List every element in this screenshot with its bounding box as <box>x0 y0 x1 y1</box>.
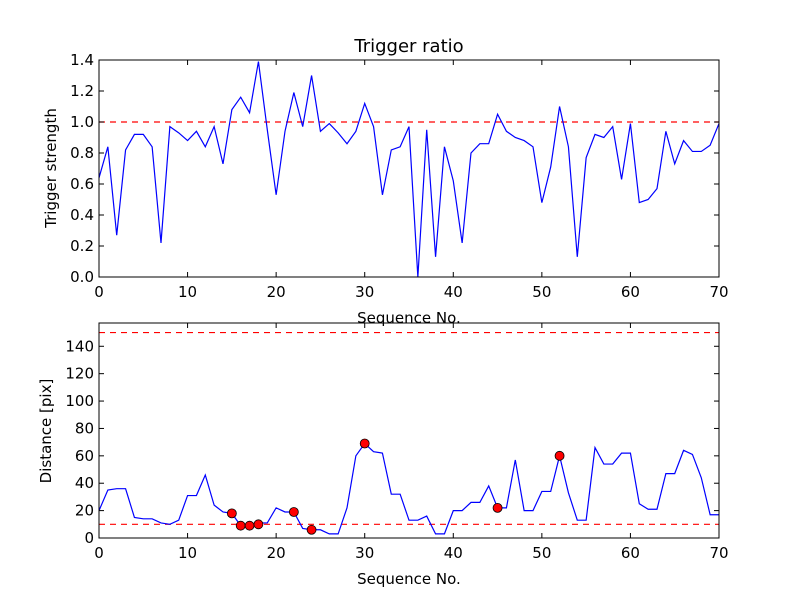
y-tick-label: 0.2 <box>70 237 94 255</box>
markers-group <box>226 438 565 535</box>
y-tick-label: 80 <box>75 419 94 437</box>
data-point-marker <box>492 502 503 513</box>
plot-frame <box>98 322 720 539</box>
data-point-marker <box>244 520 255 531</box>
y-tick-label: 0.4 <box>70 206 94 224</box>
y-tick-label: 100 <box>65 392 94 410</box>
y-tick-label: 0.6 <box>70 175 94 193</box>
data-point-marker <box>253 519 264 530</box>
y-tick-label: 40 <box>75 474 94 492</box>
series-group <box>98 442 719 535</box>
x-tick-label: 30 <box>355 544 374 562</box>
y-tick-label: 0.0 <box>70 268 94 286</box>
trigger-ratio-chart: Trigger ratio Sequence No. Trigger stren… <box>42 36 729 327</box>
y-tick-label: 20 <box>75 502 94 520</box>
y-axis-label: Trigger strength <box>42 108 60 229</box>
x-tick-label: 70 <box>709 283 728 301</box>
series-line <box>98 61 720 278</box>
x-tick-label: 10 <box>178 283 197 301</box>
y-tick-label: 1.0 <box>70 113 94 131</box>
data-point-marker <box>359 438 370 449</box>
y-tick-label: 120 <box>65 365 94 383</box>
y-tick-label: 1.2 <box>70 82 94 100</box>
x-tick-label: 40 <box>444 283 463 301</box>
y-tick-label: 60 <box>75 447 94 465</box>
y-tick-label: 140 <box>65 337 94 355</box>
data-point-marker <box>235 520 246 531</box>
series-line <box>98 442 719 535</box>
x-tick-label: 30 <box>355 283 374 301</box>
reference-lines <box>99 331 719 525</box>
x-tick-label: 10 <box>178 544 197 562</box>
x-tick-label: 20 <box>267 283 286 301</box>
y-tick-label: 0.8 <box>70 144 94 162</box>
x-tick-label: 40 <box>444 544 463 562</box>
x-tick-label: 50 <box>532 544 551 562</box>
x-tick-label: 50 <box>532 283 551 301</box>
data-point-marker <box>306 524 317 535</box>
data-point-marker <box>226 508 237 519</box>
x-tick-label: 60 <box>621 283 640 301</box>
x-tick-label: 0 <box>94 544 104 562</box>
x-tick-label: 20 <box>267 544 286 562</box>
data-point-marker <box>288 507 299 517</box>
chart-title: Trigger ratio <box>353 36 463 57</box>
y-tick-label: 0 <box>84 529 94 547</box>
data-point-marker <box>554 450 565 461</box>
y-axis-label: Distance [pix] <box>37 379 55 484</box>
x-axis-label: Sequence No. <box>357 570 461 588</box>
distance-chart: Sequence No. Distance [pix] 0 10 20 30 40 50 6… <box>37 322 729 588</box>
ticks-group: 0 10 20 30 40 50 60 70 0 20 40 60 80 100 120 140 <box>65 323 729 562</box>
y-tick-label: 1.4 <box>70 51 94 69</box>
ticks-group: 0 10 20 30 40 50 60 70 0.0 0.2 0.4 0.6 0.8 1.0 1.2 1.4 <box>70 51 728 301</box>
series-group <box>98 61 720 278</box>
x-tick-label: 60 <box>621 544 640 562</box>
x-axis-label: Sequence No. <box>357 309 461 327</box>
x-tick-label: 70 <box>709 544 728 562</box>
x-tick-label: 0 <box>94 283 104 301</box>
plot-frame <box>98 59 720 278</box>
